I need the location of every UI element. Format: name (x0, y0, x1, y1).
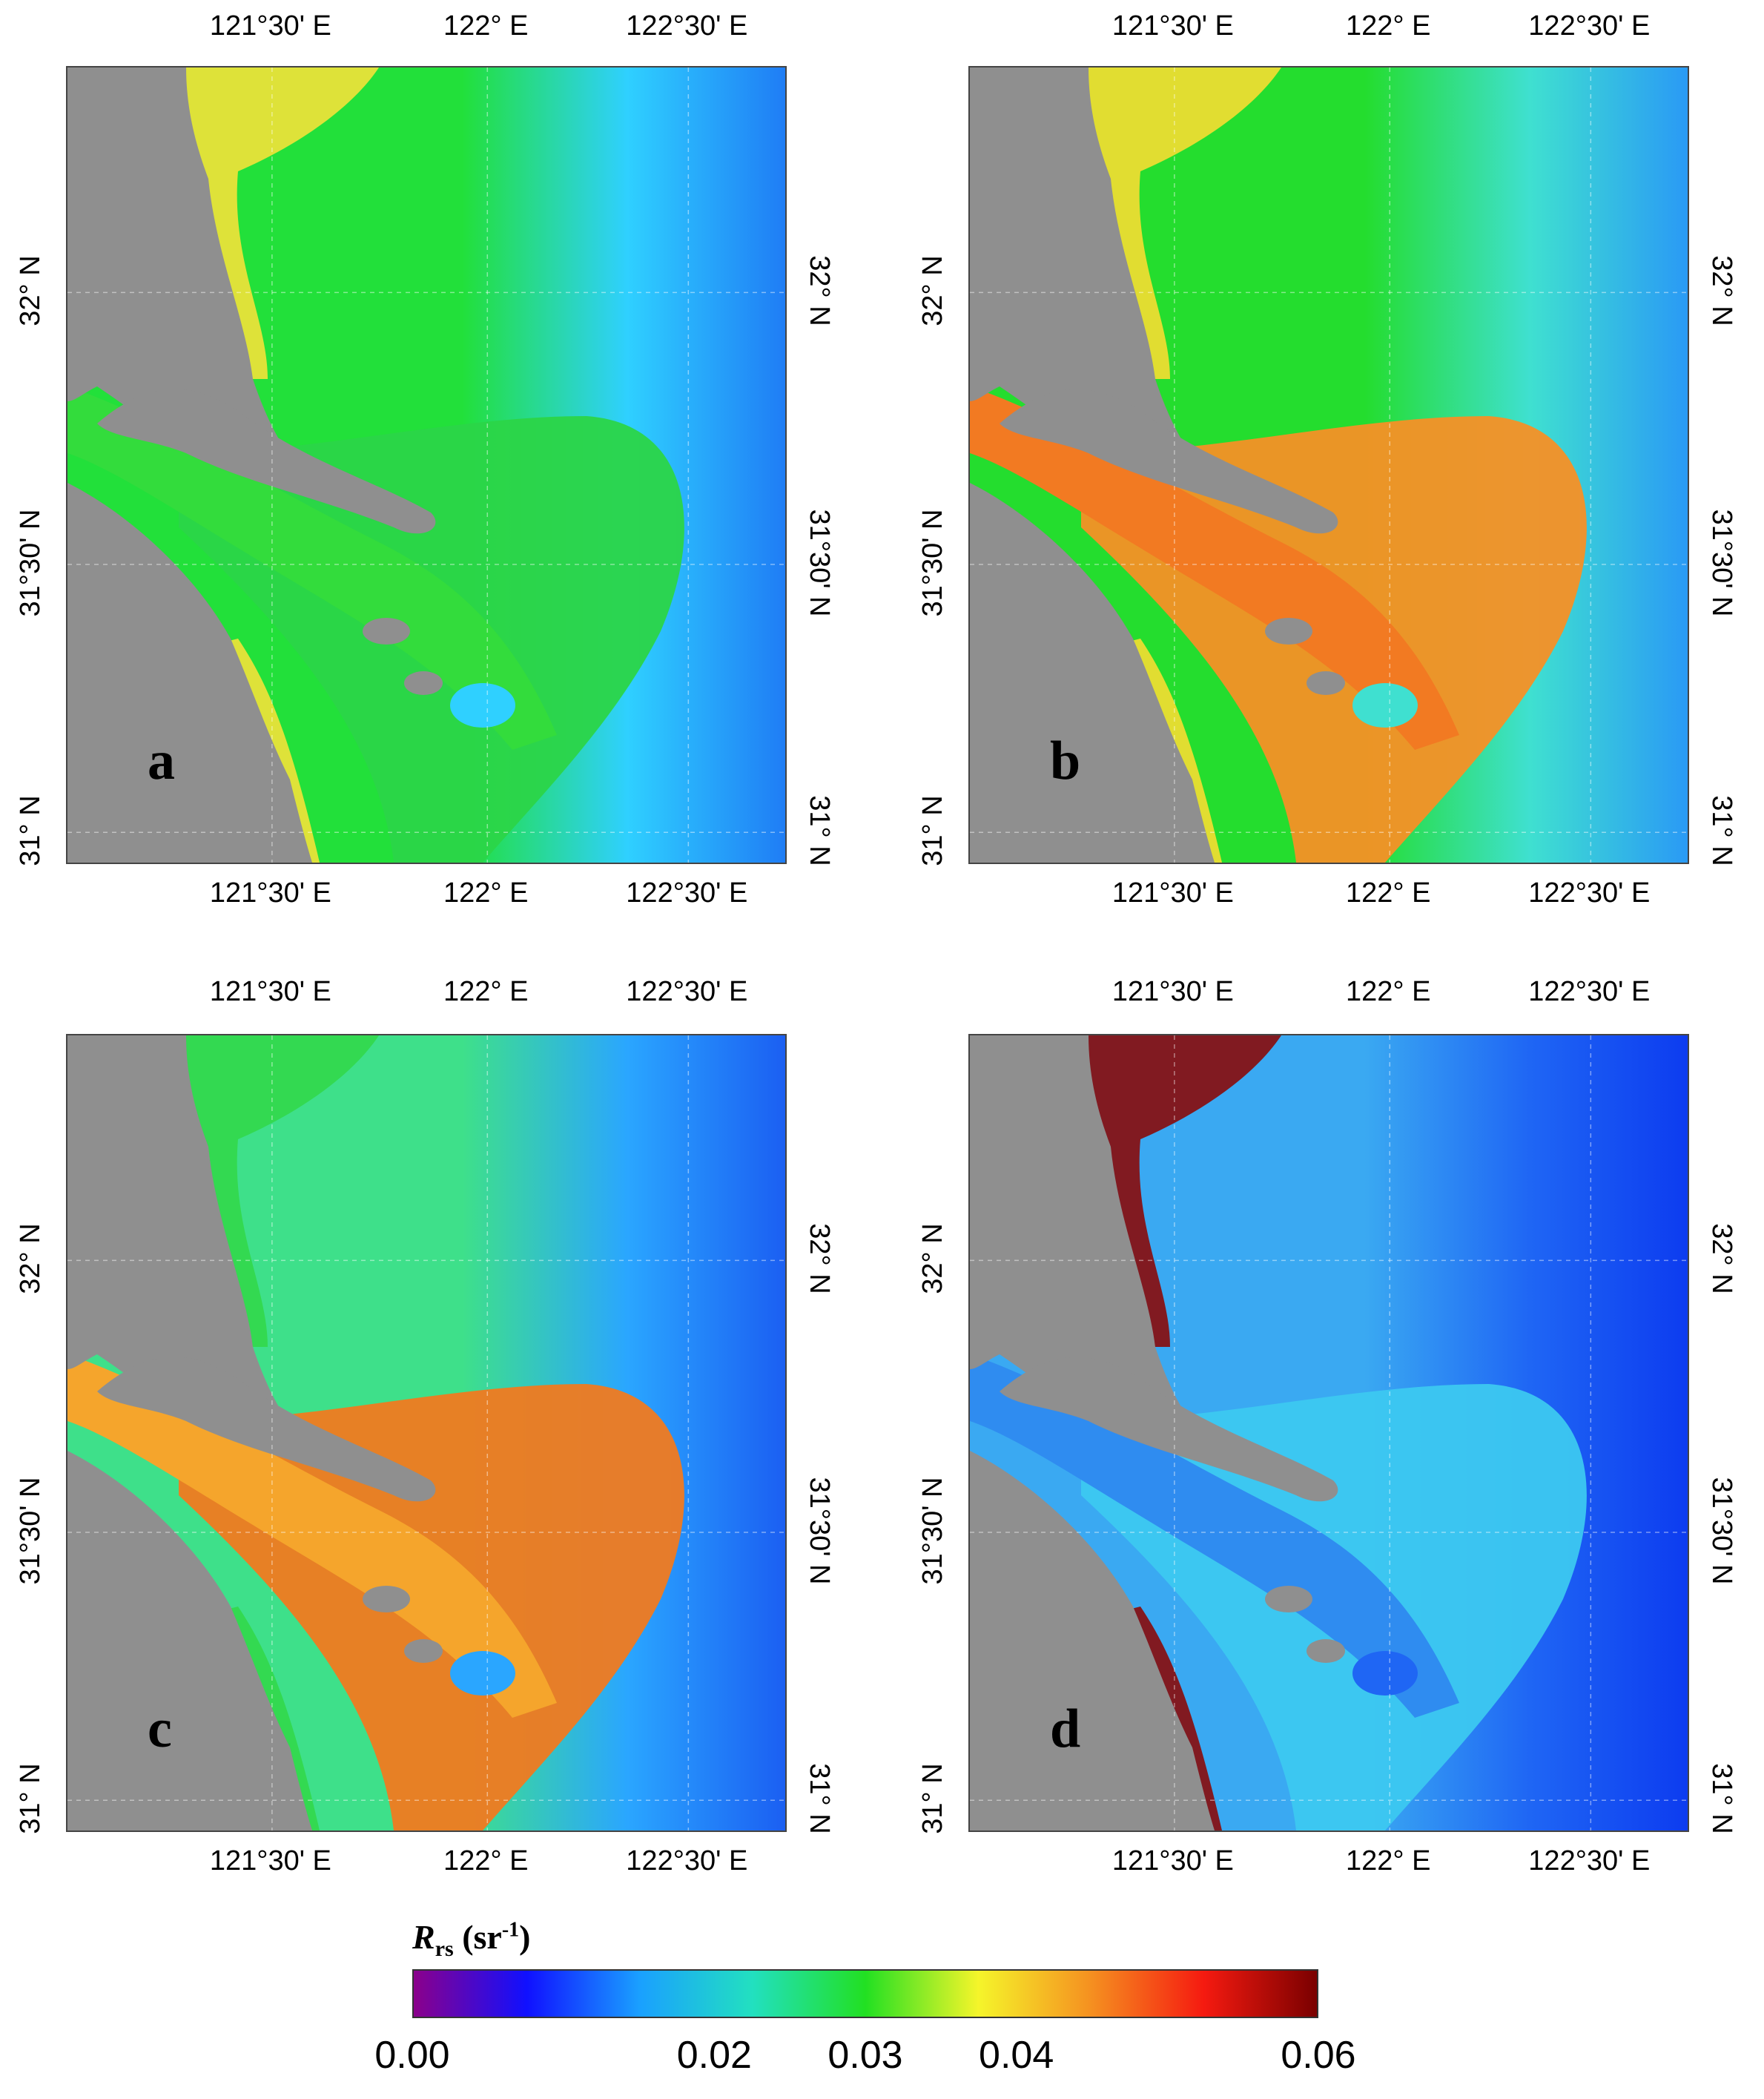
land-north-bank (67, 67, 320, 483)
right-latitude-label: 31°30' N (804, 1477, 835, 1585)
colorbar-tick-label: 0.04 (979, 2034, 1054, 2077)
top-longitude-label: 121°30' E (1111, 976, 1234, 1007)
bottom-longitude-label: 122°30' E (1528, 877, 1651, 909)
small-island (450, 1651, 515, 1696)
panel-label: a (148, 731, 175, 791)
bottom-longitude-label: 121°30' E (1111, 877, 1234, 909)
top-longitude-label: 122° E (1346, 976, 1431, 1007)
left-latitude-label: 32° N (917, 1223, 948, 1295)
small-island (1265, 1586, 1312, 1612)
land-north-bank (67, 1035, 320, 1451)
river-channel (970, 386, 1459, 750)
colorbar-tick-label: 0.03 (828, 2034, 903, 2077)
bottom-longitude-label: 122° E (1346, 1845, 1431, 1876)
top-longitude-label: 122°30' E (1528, 10, 1651, 42)
small-island (363, 618, 410, 645)
right-latitude-label: 32° N (1706, 1223, 1737, 1295)
top-longitude-label: 122°30' E (626, 976, 748, 1007)
land-south-bank (970, 1451, 1215, 1831)
top-longitude-label: 122°30' E (626, 10, 748, 42)
bottom-longitude-label: 122°30' E (626, 1845, 748, 1876)
right-latitude-label: 31° N (804, 1763, 835, 1834)
river-channel (67, 1354, 557, 1718)
map-panel-a (66, 66, 787, 864)
colorbar-title-exponent: -1 (501, 1918, 520, 1942)
estuary-island (1000, 389, 1338, 534)
land-south-bank (67, 483, 312, 863)
land-north-bank (970, 1035, 1222, 1451)
bottom-longitude-label: 122° E (1346, 877, 1431, 909)
small-island (1307, 1639, 1345, 1663)
bottom-longitude-label: 122° E (443, 877, 529, 909)
small-island (1352, 1651, 1418, 1696)
small-island (404, 671, 443, 695)
top-longitude-label: 122° E (443, 976, 529, 1007)
colorbar-title-subscript: rs (435, 1937, 454, 1962)
top-longitude-label: 121°30' E (1111, 10, 1234, 42)
right-latitude-label: 31°30' N (804, 509, 835, 617)
bottom-longitude-label: 121°30' E (209, 877, 331, 909)
top-longitude-label: 121°30' E (209, 10, 331, 42)
bottom-longitude-label: 121°30' E (1111, 1845, 1234, 1876)
left-latitude-label: 31°30' N (15, 1477, 46, 1585)
left-latitude-label: 31° N (917, 795, 948, 866)
estuary-island (97, 1357, 436, 1502)
small-island (1307, 671, 1345, 695)
left-latitude-label: 32° N (917, 255, 948, 327)
colorbar-title-close: ) (519, 1918, 531, 1956)
bottom-longitude-label: 122° E (443, 1845, 529, 1876)
panel-label: b (1050, 731, 1081, 791)
map-panel-c (66, 1034, 787, 1832)
right-latitude-label: 32° N (804, 1223, 835, 1295)
top-longitude-label: 121°30' E (209, 976, 331, 1007)
left-latitude-label: 31° N (15, 1763, 46, 1834)
small-island (1352, 683, 1418, 728)
right-latitude-label: 31° N (1706, 1763, 1737, 1834)
left-latitude-label: 32° N (15, 255, 46, 327)
right-latitude-label: 32° N (804, 255, 835, 327)
colorbar (412, 1969, 1318, 2018)
small-island (1265, 618, 1312, 645)
small-island (450, 683, 515, 728)
left-latitude-label: 31° N (15, 795, 46, 866)
panel-label: d (1050, 1698, 1081, 1759)
left-latitude-label: 31°30' N (917, 1477, 948, 1585)
bottom-longitude-label: 122°30' E (626, 877, 748, 909)
small-island (404, 1639, 443, 1663)
left-latitude-label: 31°30' N (15, 509, 46, 617)
colorbar-tick-label: 0.02 (676, 2034, 752, 2077)
map-panel-b (968, 66, 1689, 864)
right-latitude-label: 31°30' N (1706, 1477, 1737, 1585)
estuary-island (1000, 1357, 1338, 1502)
panel-label: c (148, 1698, 172, 1759)
land-south-bank (970, 483, 1215, 863)
colorbar-tick-label: 0.06 (1281, 2034, 1356, 2077)
right-latitude-label: 31° N (804, 795, 835, 866)
colorbar-title: Rrs (sr-1) (412, 1917, 530, 1962)
left-latitude-label: 32° N (15, 1223, 46, 1295)
right-latitude-label: 31° N (1706, 795, 1737, 866)
right-latitude-label: 31°30' N (1706, 509, 1737, 617)
river-channel (970, 1354, 1459, 1718)
map-panel-d (968, 1034, 1689, 1832)
left-latitude-label: 31°30' N (917, 509, 948, 617)
top-longitude-label: 122°30' E (1528, 976, 1651, 1007)
small-island (363, 1586, 410, 1612)
top-longitude-label: 122° E (443, 10, 529, 42)
bottom-longitude-label: 121°30' E (209, 1845, 331, 1876)
land-north-bank (970, 67, 1222, 483)
land-south-bank (67, 1451, 312, 1831)
left-latitude-label: 31° N (917, 1763, 948, 1834)
colorbar-title-unit: (sr (453, 1918, 502, 1956)
river-channel (67, 386, 557, 750)
colorbar-title-variable: R (412, 1918, 435, 1956)
top-longitude-label: 122° E (1346, 10, 1431, 42)
right-latitude-label: 32° N (1706, 255, 1737, 327)
bottom-longitude-label: 122°30' E (1528, 1845, 1651, 1876)
estuary-island (97, 389, 436, 534)
colorbar-tick-label: 0.00 (374, 2034, 450, 2077)
